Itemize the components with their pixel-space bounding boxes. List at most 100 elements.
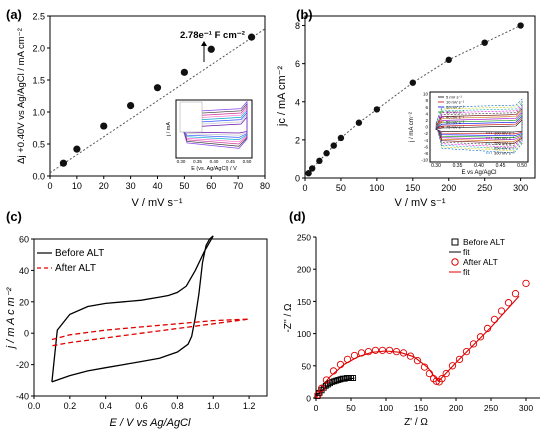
panel-b-inset-legend-entry: 30 mV s⁻¹ bbox=[446, 110, 465, 115]
panel-d-xlabel: Z' / Ω bbox=[404, 417, 428, 428]
panel-b-point bbox=[308, 165, 316, 172]
panel-b-point bbox=[481, 39, 488, 46]
panel-a-fit-line bbox=[49, 28, 266, 174]
panel-c-label: (c) bbox=[6, 209, 22, 224]
x-tick-label: 1.0 bbox=[207, 401, 220, 411]
y-tick-label: 60 bbox=[19, 235, 29, 245]
panel-a-point bbox=[153, 84, 162, 92]
y-tick-label: 1.5 bbox=[32, 76, 45, 86]
y-tick-label: 2 bbox=[295, 135, 300, 145]
x-tick-label: 70 bbox=[233, 181, 243, 191]
panel-b-point bbox=[337, 134, 345, 142]
panel-a-annotation: 2.78e⁻¹ F cm⁻² bbox=[180, 30, 245, 41]
panel-a-inset-legend bbox=[179, 101, 203, 133]
panel-a-point bbox=[59, 159, 68, 167]
panel-a-point bbox=[247, 33, 256, 41]
y-tick-label: -20 bbox=[16, 360, 29, 370]
x-tick-label: 50 bbox=[179, 181, 189, 191]
panel-a-arrowhead bbox=[201, 41, 207, 46]
panel-d-point-after bbox=[413, 356, 422, 365]
panel-b-inset-legend-entry: 20 mV s⁻¹ bbox=[446, 105, 465, 110]
x-tick-label: 20 bbox=[99, 181, 109, 191]
panel-b-point bbox=[517, 22, 524, 29]
panel-b-ylabel: jc / mA cm⁻² bbox=[276, 66, 288, 128]
x-tick-label: 200 bbox=[449, 403, 463, 413]
panel-a-inset-xtick: 0.40 bbox=[210, 159, 219, 164]
y-tick-label: 250 bbox=[297, 233, 311, 243]
panel-d-point-after bbox=[378, 346, 387, 354]
panel-b-inset-ytick: 6 bbox=[425, 105, 428, 110]
panel-c-series-before bbox=[51, 235, 214, 383]
panel-c-legend-after: After ALT bbox=[55, 263, 96, 274]
panel-a-xlabel: V / mV s⁻¹ bbox=[131, 197, 182, 209]
panel-a-inset-xtick: 0.45 bbox=[226, 159, 235, 164]
x-tick-label: 30 bbox=[126, 181, 136, 191]
panel-b-inset-ytick: -4 bbox=[424, 138, 428, 143]
panel-b-point bbox=[323, 150, 330, 157]
x-tick-label: 100 bbox=[369, 183, 384, 193]
y-tick-label: 20 bbox=[19, 297, 29, 307]
panel-d-legend-marker-before bbox=[451, 238, 459, 246]
y-tick-label: 150 bbox=[297, 297, 311, 307]
panel-b-inset-ytick: 2 bbox=[425, 118, 428, 123]
panel-b-inset-ytick: -10 bbox=[421, 158, 428, 163]
panel-b-label: (b) bbox=[296, 7, 313, 22]
panel-a-inset-xtick: 0.50 bbox=[243, 159, 252, 164]
panel-c: (c) 0.0 0.2 0.4 0.6 0.8 1.0 1.2 -40 -20 0 20 40 60 E… bbox=[5, 209, 268, 429]
panel-b-inset-legend-entry: 5 mV s⁻¹ bbox=[446, 95, 463, 100]
y-tick-label: -40 bbox=[16, 392, 29, 402]
panel-b-inset-legend-entry: 75 mV s⁻¹ bbox=[446, 125, 465, 130]
y-tick-label: 2.0 bbox=[32, 44, 45, 54]
panel-d-label: (d) bbox=[289, 209, 306, 224]
panel-d-point-after bbox=[364, 347, 373, 356]
panel-b-inset-frame bbox=[429, 91, 529, 163]
panel-b-point bbox=[409, 79, 417, 86]
x-tick-label: 0 bbox=[47, 181, 52, 191]
panel-d-point-after bbox=[448, 362, 457, 370]
panel-b-inset-ytick: 4 bbox=[425, 111, 428, 116]
panel-d-point-after bbox=[314, 391, 322, 399]
panel-d-legend-before: Before ALT bbox=[463, 237, 505, 247]
panel-d-point-before bbox=[350, 375, 357, 381]
panel-a-inset-xlabel: E (vs. Ag/AgCl) / V bbox=[191, 166, 237, 172]
panel-d-point-after bbox=[399, 349, 408, 357]
panel-a-point bbox=[180, 68, 188, 76]
y-tick-label: 0 bbox=[24, 329, 29, 339]
y-tick-label: 6 bbox=[295, 59, 300, 69]
panel-a-inset-ylabel: j / mA bbox=[166, 122, 172, 137]
panel-b-point bbox=[445, 56, 452, 64]
x-tick-label: 50 bbox=[336, 183, 346, 193]
panel-d-legend-after: After ALT bbox=[463, 257, 498, 267]
x-tick-label: 250 bbox=[484, 403, 498, 413]
x-tick-label: 0.8 bbox=[171, 401, 184, 411]
x-tick-label: 150 bbox=[405, 183, 420, 193]
panel-d-point-after bbox=[455, 355, 464, 364]
panel-d-point-after bbox=[420, 363, 429, 371]
y-tick-label: 0 bbox=[306, 394, 311, 404]
panel-d-fit-line bbox=[315, 295, 520, 399]
panel-b-inset-ytick: -8 bbox=[424, 151, 428, 156]
panel-a-label: (a) bbox=[6, 7, 22, 22]
x-tick-label: 40 bbox=[152, 181, 162, 191]
y-tick-label: 0.5 bbox=[32, 140, 45, 150]
panel-b-inset-ylabel: j / mA cm⁻² bbox=[409, 112, 415, 143]
panel-a-point bbox=[127, 102, 135, 110]
panel-b-inset: 0.30 0.35 0.40 0.45 0.50 108 64 2 0-2 -4-6 -8 -10 5… bbox=[409, 91, 529, 176]
panel-d-point-after bbox=[317, 384, 326, 392]
x-tick-label: 0.6 bbox=[135, 401, 148, 411]
x-tick-label: 300 bbox=[513, 183, 528, 193]
panel-b-inset-legend-entry: 10 mV s⁻¹ bbox=[446, 100, 465, 105]
x-tick-label: 0.0 bbox=[28, 401, 41, 411]
x-tick-label: 200 bbox=[441, 183, 456, 193]
panel-b-inset-legend-entry: 50 mV s⁻¹ bbox=[446, 120, 465, 125]
panel-c-xlabel: E / V vs Ag/AgCl bbox=[110, 417, 191, 429]
panel-d-point-after bbox=[497, 307, 506, 315]
panel-b-point bbox=[305, 170, 312, 177]
panel-d-point-after bbox=[329, 367, 338, 375]
panel-b-point bbox=[373, 106, 381, 113]
panel-d-point-after bbox=[322, 376, 331, 384]
x-tick-label: 250 bbox=[477, 183, 492, 193]
x-tick-label: 1.2 bbox=[243, 401, 256, 411]
x-tick-label: 0 bbox=[302, 183, 307, 193]
